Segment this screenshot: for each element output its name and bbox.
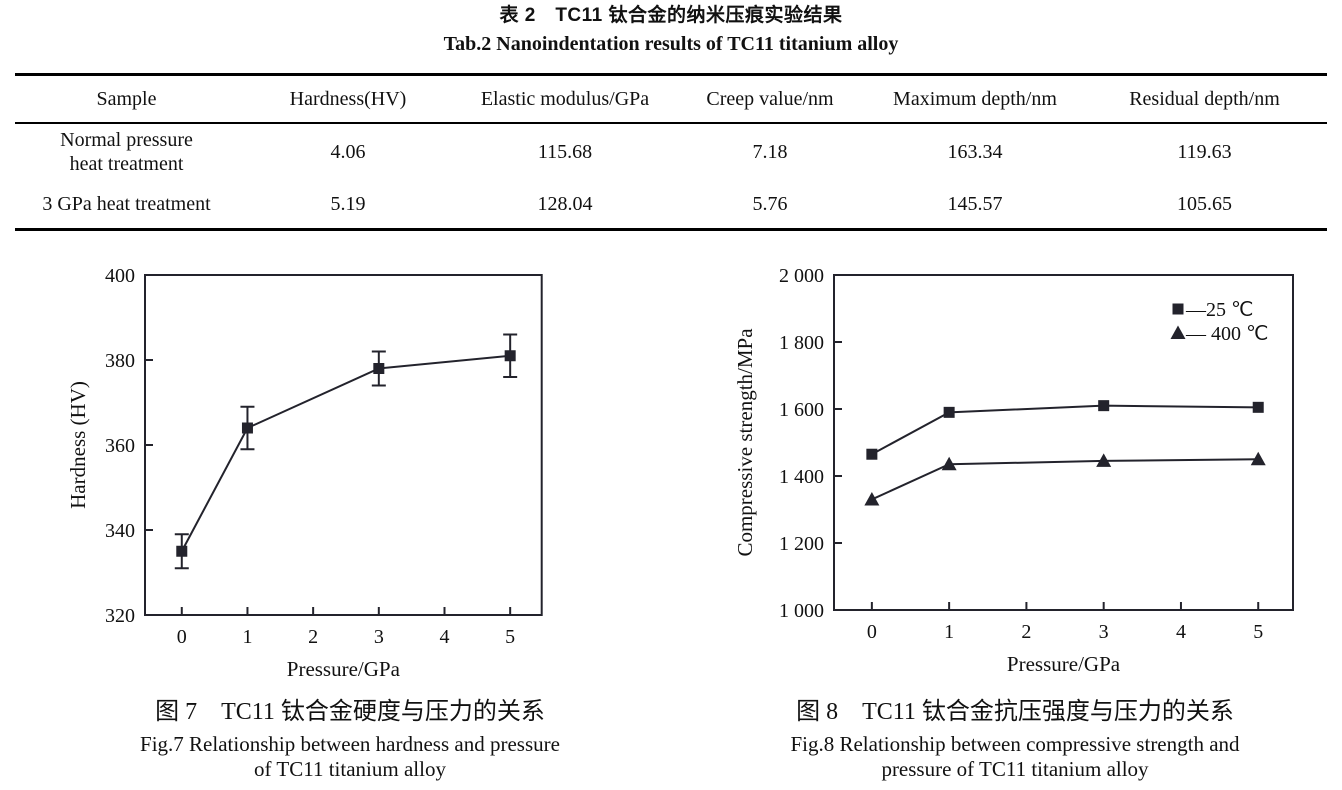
table-title-en: Tab.2 Nanoindentation results of TC11 ti… xyxy=(443,33,899,55)
y-tick-label: 380 xyxy=(105,350,135,372)
y-tick-label: 1 200 xyxy=(779,533,824,555)
triangle-data-point-marker xyxy=(1250,451,1266,466)
y-tick-label: 320 xyxy=(105,605,135,627)
sample-line: heat treatment xyxy=(69,153,184,175)
figure-8: 1 000 1 200 1 400 1 600 1 800 2 000 0 1 2 3 4 5 Comp… xyxy=(690,255,1340,782)
y-tick-label: 360 xyxy=(105,435,135,457)
table-body: Normal pressure heat treatment 4.06 115.68 7… xyxy=(15,123,1327,230)
y-axis-label: Compressive strength/MPa xyxy=(733,328,757,557)
value-cell: 128.04 xyxy=(537,193,593,215)
x-tick-label: 5 xyxy=(505,626,515,648)
x-axis-label: Pressure/GPa xyxy=(1007,652,1121,676)
value-cell: 7.18 xyxy=(752,141,788,163)
square-data-point-marker xyxy=(943,406,955,418)
column-header-residual-depth-nm: Residual depth/nm xyxy=(1082,74,1327,124)
y-tick-label: 1 000 xyxy=(779,600,824,622)
x-tick-label: 2 xyxy=(1021,621,1031,643)
x-tick-label: 2 xyxy=(308,626,318,648)
x-axis-label: Pressure/GPa xyxy=(287,657,401,681)
x-tick-label: 4 xyxy=(1176,621,1186,643)
x-tick-label: 5 xyxy=(1253,621,1263,643)
fig8-caption-zh: 图 8 TC11 钛合金抗压强度与压力的关系 xyxy=(796,699,1234,725)
fig8-caption-en-line1: Fig.8 Relationship between compressive s… xyxy=(790,732,1240,756)
plot-border xyxy=(144,274,543,616)
y-tick-label: 340 xyxy=(105,520,135,542)
square-data-point-marker xyxy=(1252,401,1264,413)
fig7-caption-en-line1: Fig.7 Relationship between hardness and … xyxy=(140,732,560,756)
square-data-point-marker xyxy=(1098,400,1110,412)
sample-cell: 3 GPa heat treatment xyxy=(15,180,238,230)
triangle-data-point-marker xyxy=(941,456,957,471)
column-header-elastic-modulus-gpa: Elastic modulus/GPa xyxy=(458,74,672,124)
fig7-caption-zh: 图 7 TC11 钛合金硬度与压力的关系 xyxy=(155,699,545,725)
column-header-hardness-hv: Hardness(HV) xyxy=(238,74,458,124)
compressive-strength-vs-pressure-chart: 1 000 1 200 1 400 1 600 1 800 2 000 0 1 2 3 4 5 Comp… xyxy=(733,265,1294,676)
value-cell: 163.34 xyxy=(947,141,1003,163)
y-tick-label: 1 400 xyxy=(779,466,824,488)
figure-7: 320 340 360 380 400 0 1 2 3 4 5 Hardness (HV) Pressu… xyxy=(60,255,640,782)
value-cell: 115.68 xyxy=(537,141,593,163)
nanoindentation-results-table: Sample Hardness(HV) Elastic modulus/GPa Cre… xyxy=(15,73,1327,231)
column-header-maximum-depth-nm: Maximum depth/nm xyxy=(868,74,1082,124)
value-cell: 145.57 xyxy=(947,193,1003,215)
square-data-point-marker xyxy=(504,350,516,362)
square-data-point-marker xyxy=(176,545,188,557)
sample-line: Normal pressure xyxy=(60,129,193,151)
y-axis-label: Hardness (HV) xyxy=(66,381,90,509)
y-tick-label: 400 xyxy=(105,265,135,287)
y-tick-label: 1 800 xyxy=(779,332,824,354)
fig8-caption-en-line2: pressure of TC11 titanium alloy xyxy=(881,757,1149,781)
sample-line: 3 GPa heat treatment xyxy=(42,193,211,215)
legend-label: — 400 ℃ xyxy=(1185,323,1268,345)
series-line-400-c xyxy=(871,458,1259,501)
value-cell: 5.19 xyxy=(330,193,366,215)
legend-square-marker-icon xyxy=(1172,303,1184,315)
triangle-data-point-marker xyxy=(864,491,880,506)
x-tick-label: 3 xyxy=(374,626,384,648)
value-cell: 5.76 xyxy=(752,193,788,215)
table-row: 3 GPa heat treatment 5.19 128.04 5.76 145.57… xyxy=(15,180,1327,230)
y-tick-label: 1 600 xyxy=(779,399,824,421)
square-data-point-marker xyxy=(866,448,878,460)
column-header-sample: Sample xyxy=(15,74,238,124)
square-data-point-marker xyxy=(241,422,253,434)
square-data-point-marker xyxy=(373,363,385,374)
y-tick-label: 2 000 xyxy=(779,265,824,287)
x-tick-label: 3 xyxy=(1099,621,1109,643)
x-tick-label: 1 xyxy=(242,626,252,648)
x-tick-label: 0 xyxy=(177,626,187,648)
value-cell: 105.65 xyxy=(1177,193,1232,215)
series-line-25-c xyxy=(871,404,1259,456)
series-line-hardness xyxy=(180,354,511,552)
x-tick-label: 1 xyxy=(944,621,954,643)
table-title-zh: 表 2 TC11 钛合金的纳米压痕实验结果 xyxy=(499,5,843,26)
column-header-creep-value-nm: Creep value/nm xyxy=(672,74,868,124)
value-cell: 119.63 xyxy=(1177,141,1232,163)
x-tick-label: 0 xyxy=(867,621,877,643)
fig7-caption-en-line2: of TC11 titanium alloy xyxy=(254,757,446,781)
table-header-row: Sample Hardness(HV) Elastic modulus/GPa Cre… xyxy=(15,74,1327,124)
legend-label: —25 ℃ xyxy=(1185,299,1253,321)
table-row: Normal pressure heat treatment 4.06 115.68 7… xyxy=(15,123,1327,180)
sample-cell: Normal pressure heat treatment xyxy=(15,123,238,180)
hardness-vs-pressure-chart: 320 340 360 380 400 0 1 2 3 4 5 Hardness (HV) Pressu… xyxy=(66,265,543,681)
x-tick-label: 4 xyxy=(439,626,449,648)
triangle-data-point-marker xyxy=(1096,453,1112,467)
value-cell: 4.06 xyxy=(330,141,366,163)
plot-border xyxy=(833,274,1294,611)
legend-triangle-marker-icon xyxy=(1170,325,1186,339)
